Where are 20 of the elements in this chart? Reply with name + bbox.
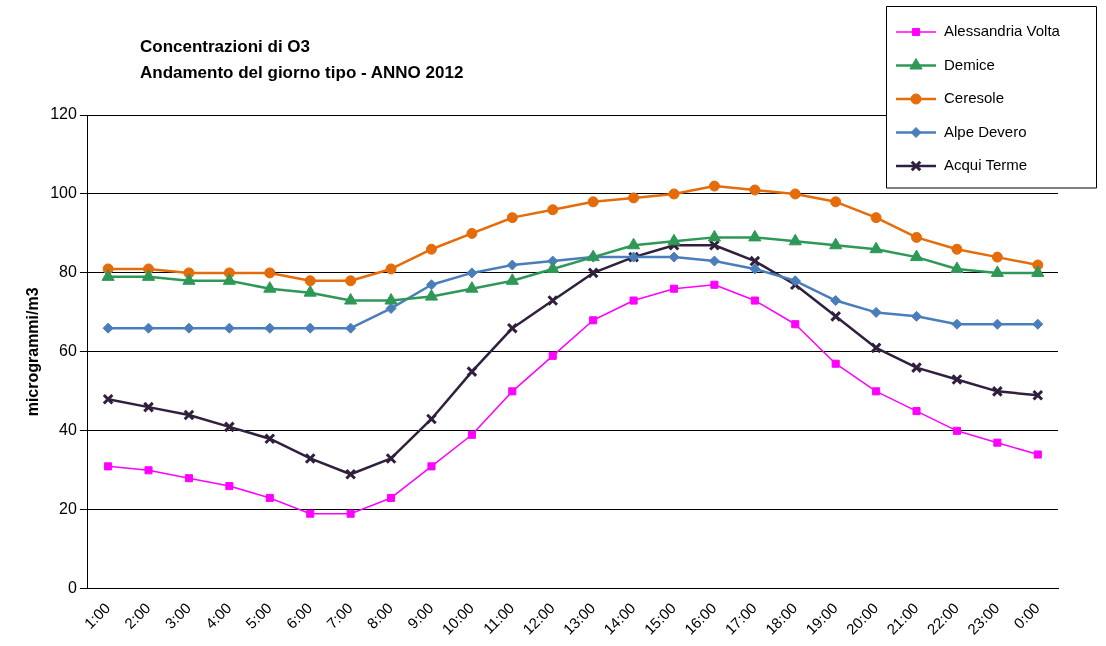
y-tick-label: 20	[59, 500, 77, 518]
y-tick-label: 100	[50, 184, 77, 202]
y-tick-label: 40	[59, 421, 77, 439]
y-tick-label: 80	[59, 263, 77, 281]
chart-title: Concentrazioni di O3	[140, 37, 311, 56]
x-tick-label: 7:00	[323, 599, 356, 632]
chart-subtitle: Andamento del giorno tipo - ANNO 2012	[140, 63, 464, 82]
y-tick-label: 60	[59, 342, 77, 360]
x-tick-label: 4:00	[201, 599, 235, 632]
legend-label: Ceresole	[944, 89, 1005, 107]
x-tick-label: 0:00	[1010, 599, 1043, 632]
legend-label: Alessandria Volta	[944, 22, 1061, 40]
legend-label: Alpe Devero	[944, 122, 1027, 140]
legend-label: Acqui Terme	[944, 156, 1028, 174]
y-tick-label: 0	[67, 579, 77, 597]
y-axis-title: microgrammi/m3	[24, 287, 42, 417]
x-tick-label: 6:00	[282, 599, 316, 632]
legend-label: Demice	[944, 55, 995, 73]
y-tick-label: 120	[50, 105, 77, 123]
x-tick-label: 9:00	[403, 599, 437, 632]
